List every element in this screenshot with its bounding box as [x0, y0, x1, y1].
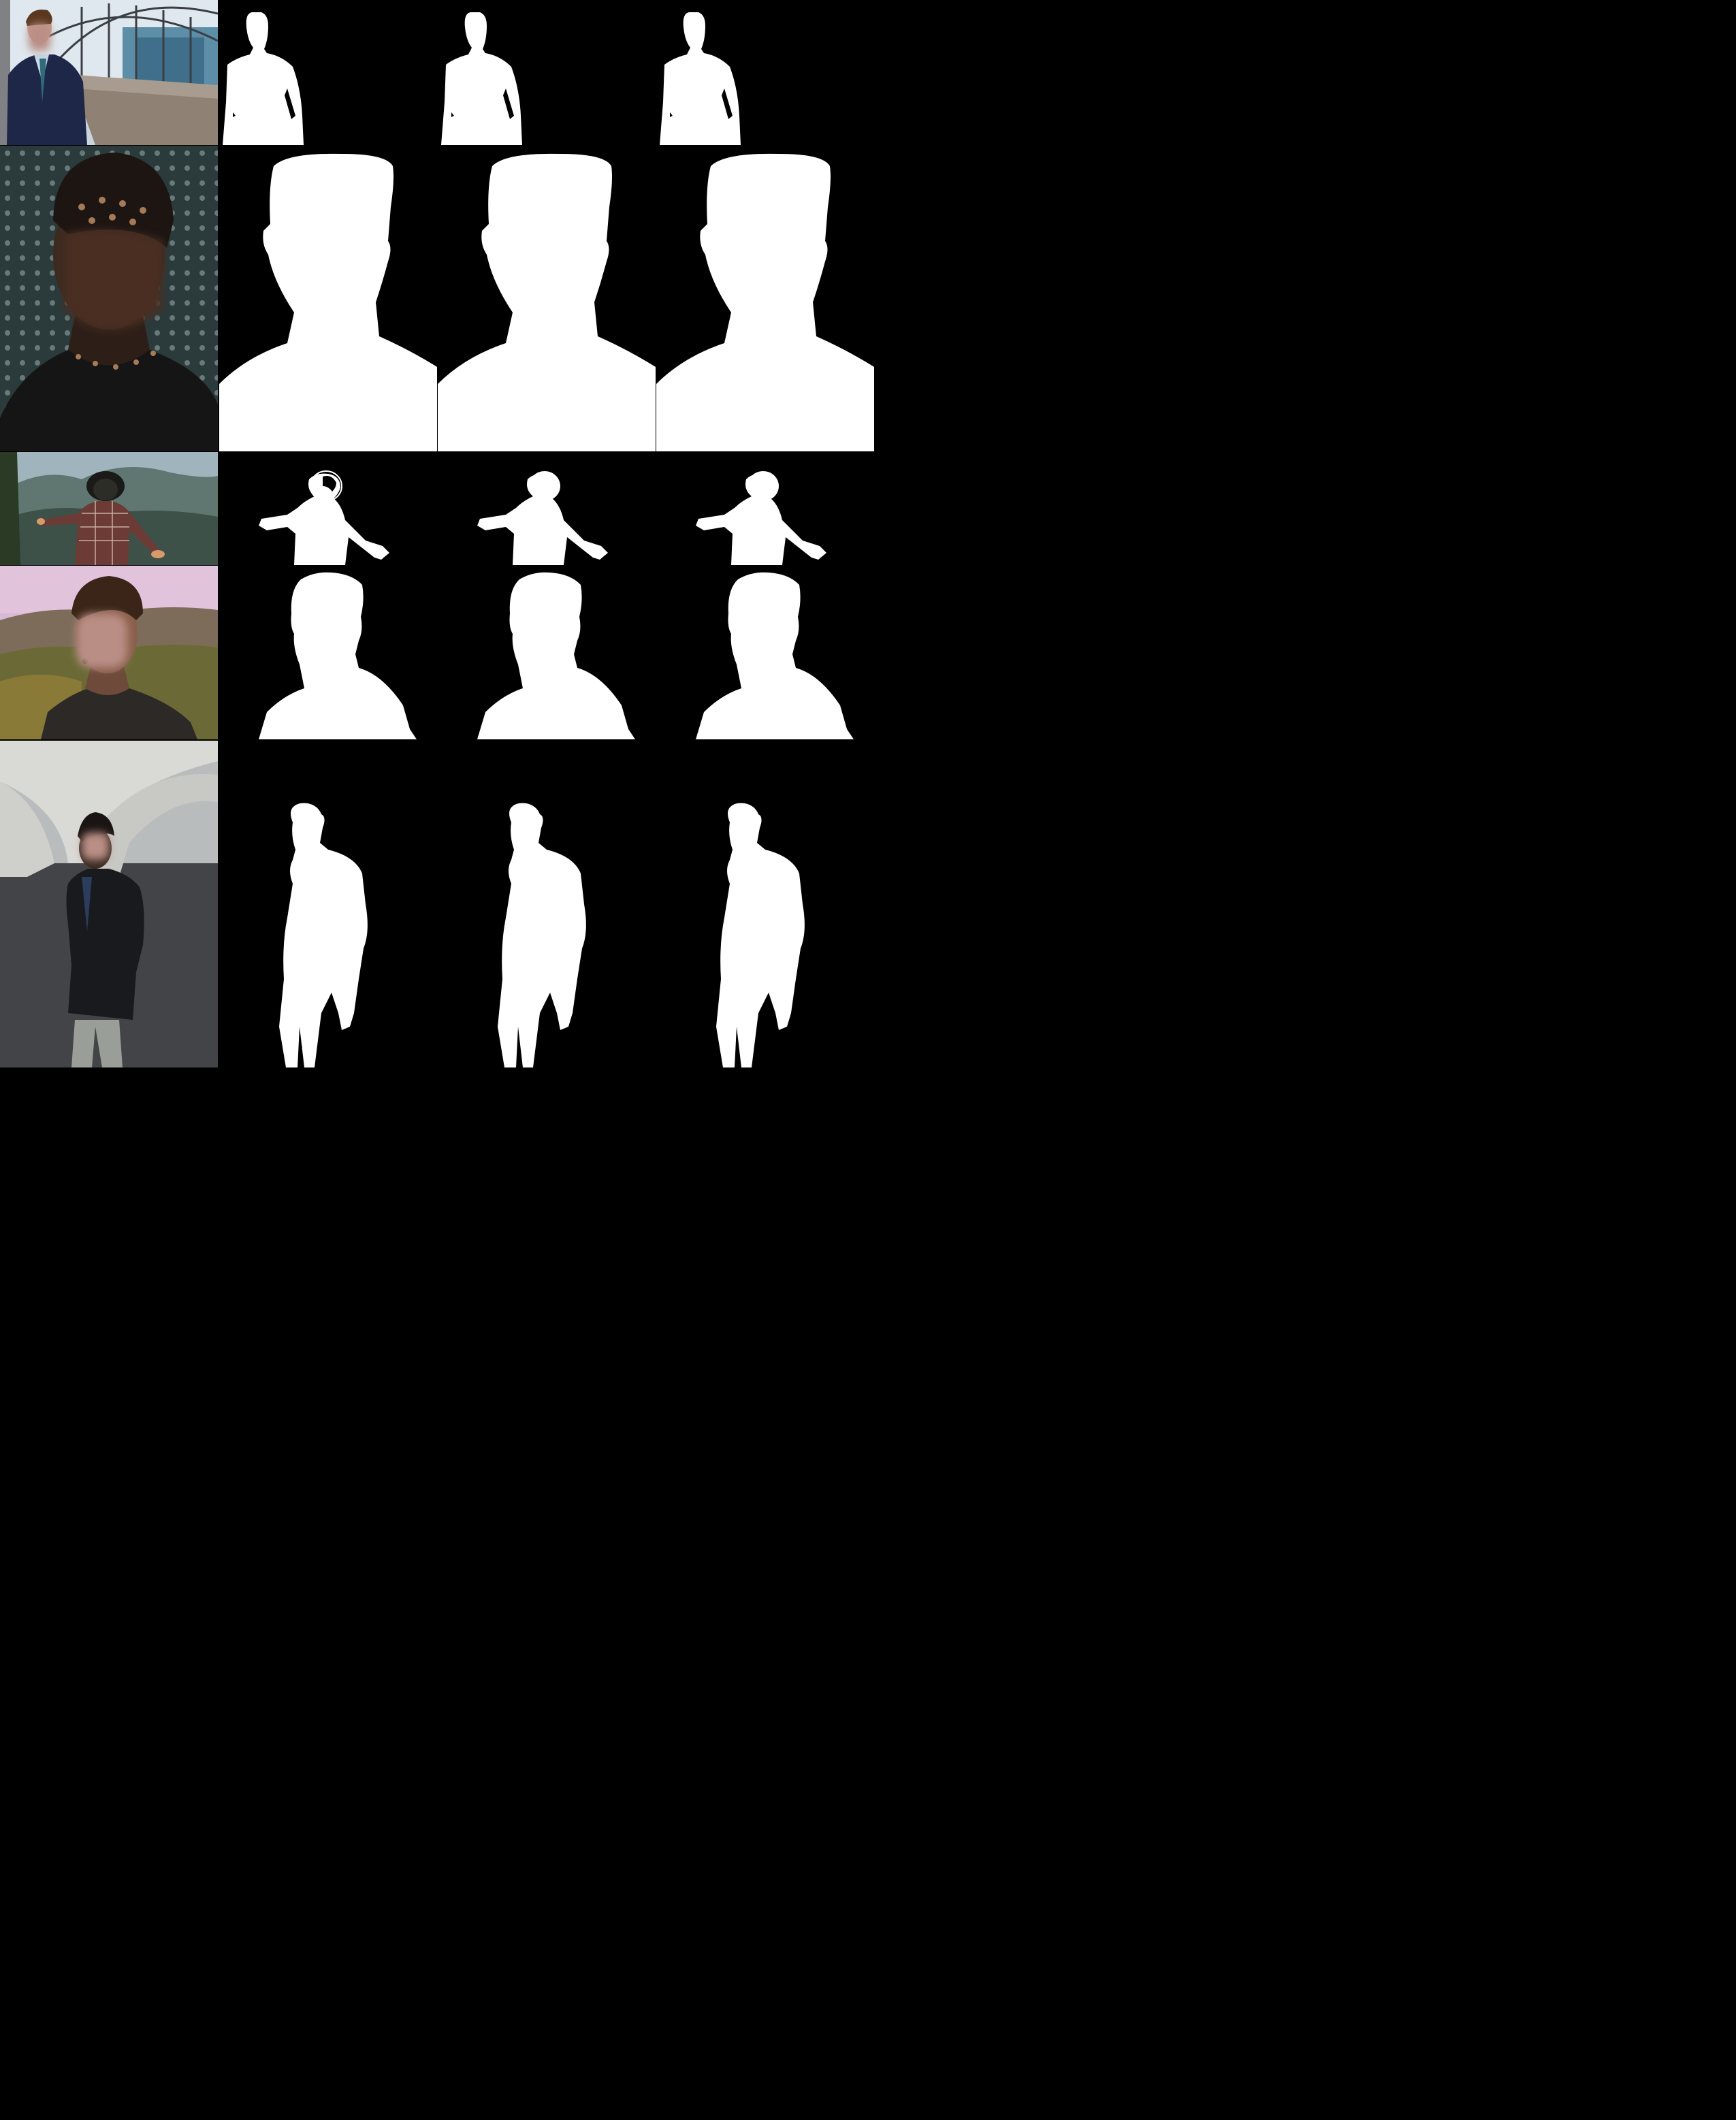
row-2 [0, 146, 874, 451]
input-photo-hat-man-mountains [0, 452, 218, 565]
matte-c-curly-hair-man [656, 566, 874, 739]
matte-c-dappled-light-man [656, 146, 874, 451]
matte-b-curly-hair-man [438, 566, 656, 739]
row-1 [0, 0, 874, 145]
matte-b-dappled-light-man [438, 146, 656, 451]
input-photo-suit-man [0, 0, 218, 145]
matte-b-coat-man [438, 741, 656, 1067]
matte-a-dappled-light-man [219, 146, 437, 451]
input-photo-dappled-light-man [0, 146, 218, 451]
input-photo-coat-man-bridge [0, 741, 218, 1067]
matte-a-curly-hair-man [219, 566, 437, 739]
matte-c-hat-man [656, 452, 874, 565]
row-3 [0, 452, 874, 565]
matting-comparison-grid [0, 0, 874, 1067]
input-photo-curly-hair-man [0, 566, 218, 739]
row-4 [0, 566, 874, 739]
matte-b-suit-man [438, 0, 656, 145]
matte-a-hat-man [219, 452, 437, 565]
matte-a-suit-man [219, 0, 437, 145]
matte-b-hat-man [438, 452, 656, 565]
matte-c-coat-man [656, 741, 874, 1067]
row-5 [0, 741, 874, 1067]
matte-c-suit-man [656, 0, 874, 145]
matte-a-coat-man [219, 741, 437, 1067]
